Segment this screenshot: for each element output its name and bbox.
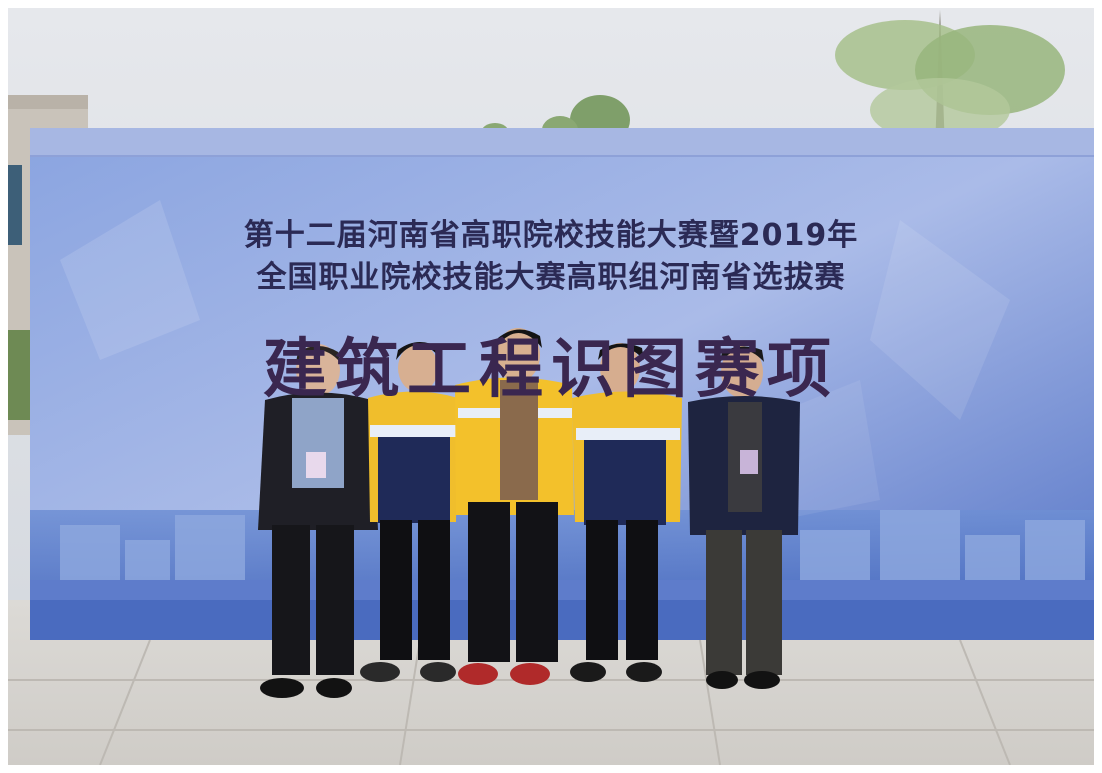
- person-teacher-left: [258, 344, 378, 698]
- person-student-1: [360, 341, 458, 682]
- tree-right: [835, 10, 1065, 150]
- person-student-2: [455, 328, 574, 685]
- banner-title-line1: 第十二届河南省高职院校技能大赛暨2019年: [243, 218, 859, 253]
- banner-title-line2: 全国职业院校技能大赛高职组河南省选拔赛: [256, 260, 846, 295]
- banner-title-event: 建筑工程识图赛项: [263, 333, 839, 407]
- backdrop-banner: [30, 128, 1096, 640]
- pavement-lines: [8, 639, 1094, 766]
- person-student-3: [570, 343, 682, 682]
- person-teacher-right: [688, 346, 800, 689]
